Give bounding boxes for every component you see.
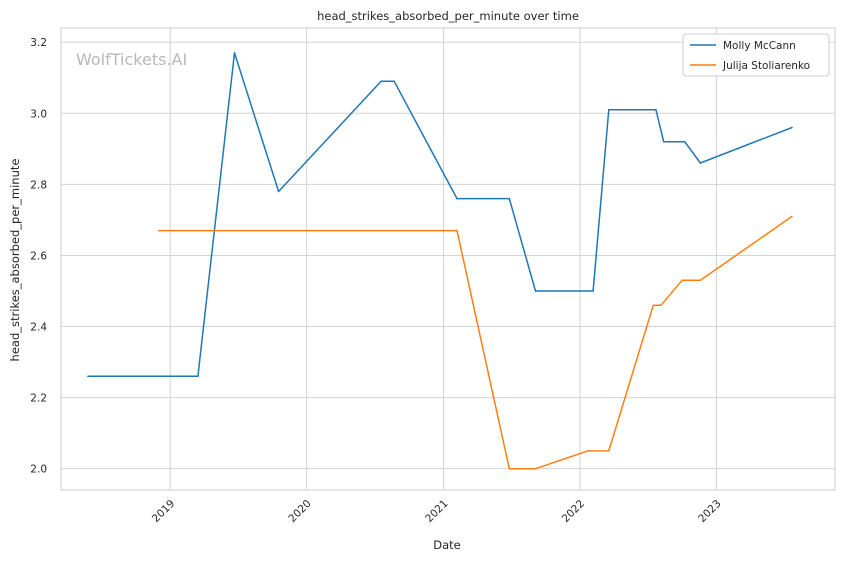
y-axis-label: head_strikes_absorbed_per_minute <box>8 159 22 362</box>
legend: Molly McCann Julija Stoliarenko <box>682 33 830 77</box>
data-point <box>197 375 199 378</box>
data-point <box>233 52 236 54</box>
series-layer <box>87 52 793 470</box>
x-tick-label: 2023 <box>696 498 723 525</box>
data-point <box>592 290 594 292</box>
watermark: WolfTickets.AI <box>76 50 187 69</box>
y-tick-label: 2.4 <box>30 322 47 334</box>
y-tick-label: 2.6 <box>30 250 47 262</box>
grid <box>61 28 835 490</box>
series-line-molly-mccann <box>87 52 793 378</box>
data-point <box>277 190 280 193</box>
data-point <box>508 197 511 200</box>
y-axis-ticks: 2.0 2.2 2.4 2.6 2.8 3.0 3.2 <box>30 37 47 475</box>
data-point <box>508 467 511 470</box>
data-point <box>791 126 793 129</box>
x-tick-label: 2020 <box>286 498 313 525</box>
series-line-julija-stoliarenko <box>158 215 793 470</box>
data-point <box>699 162 702 164</box>
x-axis-ticks: 2019 2020 2021 2022 2023 <box>150 498 724 525</box>
y-tick-label: 2.2 <box>30 393 47 405</box>
x-tick-label: 2021 <box>423 498 450 525</box>
data-point <box>393 80 395 83</box>
x-tick-label: 2019 <box>150 498 177 525</box>
legend-label-molly-mccann: Molly McCann <box>723 40 796 52</box>
data-point <box>655 108 657 111</box>
data-point <box>456 229 458 232</box>
y-tick-label: 3.0 <box>30 108 47 120</box>
data-point <box>587 450 589 452</box>
y-tick-label: 3.2 <box>30 37 47 49</box>
y-tick-label: 2.0 <box>30 464 47 476</box>
data-point <box>699 279 702 282</box>
legend-label-julija-stoliarenko: Julija Stoliarenko <box>722 60 810 72</box>
data-point <box>456 197 458 200</box>
data-point <box>791 215 793 218</box>
chart-title: head_strikes_absorbed_per_minute over ti… <box>317 9 579 23</box>
data-point <box>681 279 683 282</box>
data-point <box>683 140 686 143</box>
x-tick-label: 2022 <box>560 498 587 525</box>
x-axis-label: Date <box>433 538 461 552</box>
data-point <box>87 375 89 378</box>
data-point <box>608 108 610 111</box>
data-point <box>608 450 610 452</box>
y-tick-label: 2.8 <box>30 179 47 191</box>
plot-frame <box>60 27 836 491</box>
data-point <box>157 229 160 232</box>
data-point <box>662 140 665 143</box>
data-point <box>534 290 537 292</box>
legend-box <box>682 33 830 77</box>
data-point <box>660 304 662 306</box>
data-point <box>534 467 537 470</box>
data-point <box>652 304 655 306</box>
data-point <box>380 80 382 83</box>
